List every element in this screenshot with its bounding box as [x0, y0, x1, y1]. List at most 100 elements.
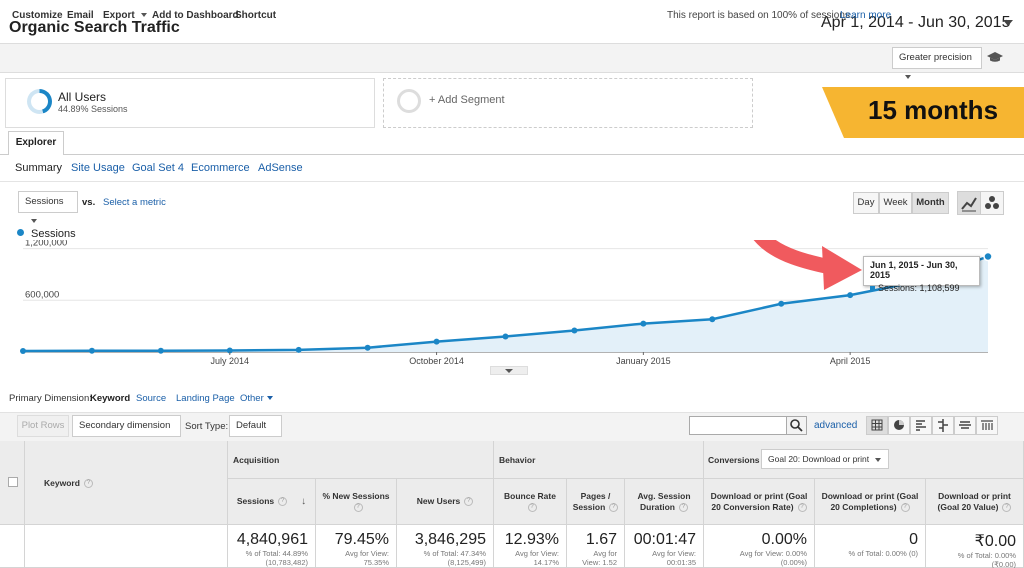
graduation-cap-icon[interactable]: [987, 51, 1003, 63]
period-week-button[interactable]: Week: [879, 192, 912, 214]
tab-explorer[interactable]: Explorer: [8, 131, 64, 155]
learn-more-link[interactable]: Learn more: [840, 10, 892, 21]
total-value: ₹0.00: [974, 533, 1016, 550]
column-header-label: Download or print (Goal 20 Conversion Ra…: [708, 491, 810, 513]
column-header[interactable]: Pages / Session?: [567, 479, 625, 525]
help-icon[interactable]: ?: [83, 479, 93, 489]
dimension-other[interactable]: Other: [240, 393, 273, 404]
column-header-label: Bounce Rate?: [498, 491, 562, 513]
totals-keyword-cell: [25, 525, 228, 568]
goal-select-label: Goal 20: Download or print: [768, 454, 870, 464]
plot-rows-button[interactable]: Plot Rows: [17, 415, 69, 437]
dimension-source[interactable]: Source: [136, 393, 167, 404]
customize-button[interactable]: Customize: [12, 10, 63, 21]
help-icon[interactable]: ?: [353, 502, 363, 512]
column-header-label: Download or print (Goal 20 Value)?: [930, 491, 1019, 513]
shortcut-button[interactable]: Shortcut: [235, 10, 277, 21]
column-header[interactable]: Avg. Session Duration?: [625, 479, 704, 525]
chevron-down-icon: [140, 13, 147, 18]
subtab-site-usage[interactable]: Site Usage: [71, 162, 125, 174]
table-search-input[interactable]: [689, 416, 787, 435]
tooltip-title: Jun 1, 2015 - Jun 30, 2015: [870, 260, 958, 280]
legend-label: Sessions: [31, 228, 76, 240]
x-tick-label: October 2014: [409, 356, 464, 366]
view-term-cloud-button[interactable]: [954, 416, 976, 435]
metric-select[interactable]: Sessions: [18, 191, 78, 224]
line-chart-toggle[interactable]: [957, 191, 981, 215]
behavior-group: Behavior: [494, 441, 704, 479]
dimension-landing-page[interactable]: Landing Page: [176, 393, 235, 404]
motion-chart-toggle[interactable]: [980, 191, 1004, 215]
data-point: [226, 347, 233, 354]
chevron-down-icon: [266, 396, 273, 401]
sort-arrow-icon[interactable]: ↓: [301, 496, 307, 507]
bubbles-icon: [985, 196, 999, 209]
bar-list-icon: [916, 420, 926, 431]
help-icon[interactable]: ?: [278, 497, 288, 507]
date-range-picker[interactable]: Apr 1, 2014 - Jun 30, 2015: [821, 14, 1011, 31]
precision-select[interactable]: Greater precision: [892, 47, 982, 80]
view-pivot-button[interactable]: [976, 416, 998, 435]
secondary-dimension-select[interactable]: Secondary dimension: [72, 415, 181, 448]
total-subtext: Avg for View:: [345, 549, 389, 558]
goal-select[interactable]: Goal 20: Download or print: [761, 449, 889, 469]
column-header[interactable]: Download or print (Goal 20 Value)?: [926, 479, 1024, 525]
help-icon[interactable]: ?: [527, 502, 537, 512]
column-header-label: Download or print (Goal 20 Completions)?: [819, 491, 921, 513]
table-search-button[interactable]: [786, 416, 807, 435]
column-header[interactable]: Download or print (Goal 20 Completions)?: [815, 479, 926, 525]
total-subtext: % of Total: 0.00% (0): [848, 549, 918, 558]
add-segment-box[interactable]: [383, 78, 753, 128]
help-icon[interactable]: ?: [678, 502, 688, 512]
period-month-button[interactable]: Month: [912, 192, 949, 214]
pivot-icon: [981, 420, 993, 430]
chevron-down-icon[interactable]: [1003, 20, 1013, 26]
column-header[interactable]: Sessions? ↓: [228, 479, 316, 525]
help-icon[interactable]: ?: [1002, 502, 1012, 512]
subtab-adsense[interactable]: AdSense: [258, 162, 303, 174]
help-icon[interactable]: ?: [797, 502, 807, 512]
total-subtext: Avg for View:: [515, 549, 559, 558]
subtab-summary[interactable]: Summary: [15, 162, 63, 174]
sort-type-select[interactable]: Default: [229, 415, 282, 448]
select-all-checkbox[interactable]: [8, 477, 18, 487]
conversions-label: Conversions: [708, 455, 760, 465]
dimension-keyword[interactable]: Keyword: [90, 393, 131, 404]
total-cell: 0% of Total: 0.00% (0): [815, 525, 926, 568]
sort-type-value: Default: [236, 420, 267, 431]
select-metric-link[interactable]: Select a metric: [103, 197, 166, 208]
data-point: [571, 327, 578, 334]
advanced-filter-link[interactable]: advanced: [814, 420, 858, 431]
help-icon[interactable]: ?: [900, 502, 910, 512]
column-header[interactable]: Download or print (Goal 20 Conversion Ra…: [704, 479, 815, 525]
help-icon[interactable]: ?: [609, 502, 619, 512]
total-cell: 0.00% Avg for View: 0.00% (0.00%): [704, 525, 815, 568]
email-button[interactable]: Email: [67, 10, 94, 21]
export-button[interactable]: Export: [103, 10, 147, 21]
total-value: 0: [909, 531, 918, 548]
search-icon: [790, 419, 803, 432]
view-pie-button[interactable]: [888, 416, 910, 435]
x-tick-label: January 2015: [616, 356, 671, 366]
total-value: 1.67: [585, 531, 617, 548]
chart-collapse-handle[interactable]: [490, 366, 528, 375]
total-subtext: (10,783,482): [265, 558, 308, 567]
help-icon[interactable]: ?: [464, 497, 474, 507]
column-header[interactable]: Bounce Rate?: [494, 479, 567, 525]
view-comparison-button[interactable]: [932, 416, 954, 435]
view-data-table-button[interactable]: [866, 416, 888, 435]
view-performance-button[interactable]: [910, 416, 932, 435]
segment-all-users[interactable]: [5, 78, 375, 128]
line-chart-icon: [961, 197, 977, 212]
total-subtext: (0.00%): [780, 558, 807, 567]
add-to-dashboard-button[interactable]: Add to Dashboard: [152, 10, 239, 21]
keyword-header-cell[interactable]: Keyword?: [25, 441, 228, 525]
data-point: [157, 347, 164, 354]
total-subtext: % of Total: 47.34%: [423, 549, 486, 558]
column-header[interactable]: New Users?: [397, 479, 494, 525]
column-header[interactable]: % New Sessions?: [316, 479, 397, 525]
period-day-button[interactable]: Day: [853, 192, 879, 214]
subtab-ecommerce[interactable]: Ecommerce: [191, 162, 250, 174]
add-segment-button[interactable]: + Add Segment: [429, 94, 505, 106]
subtab-goal-set[interactable]: Goal Set 4: [132, 162, 184, 174]
